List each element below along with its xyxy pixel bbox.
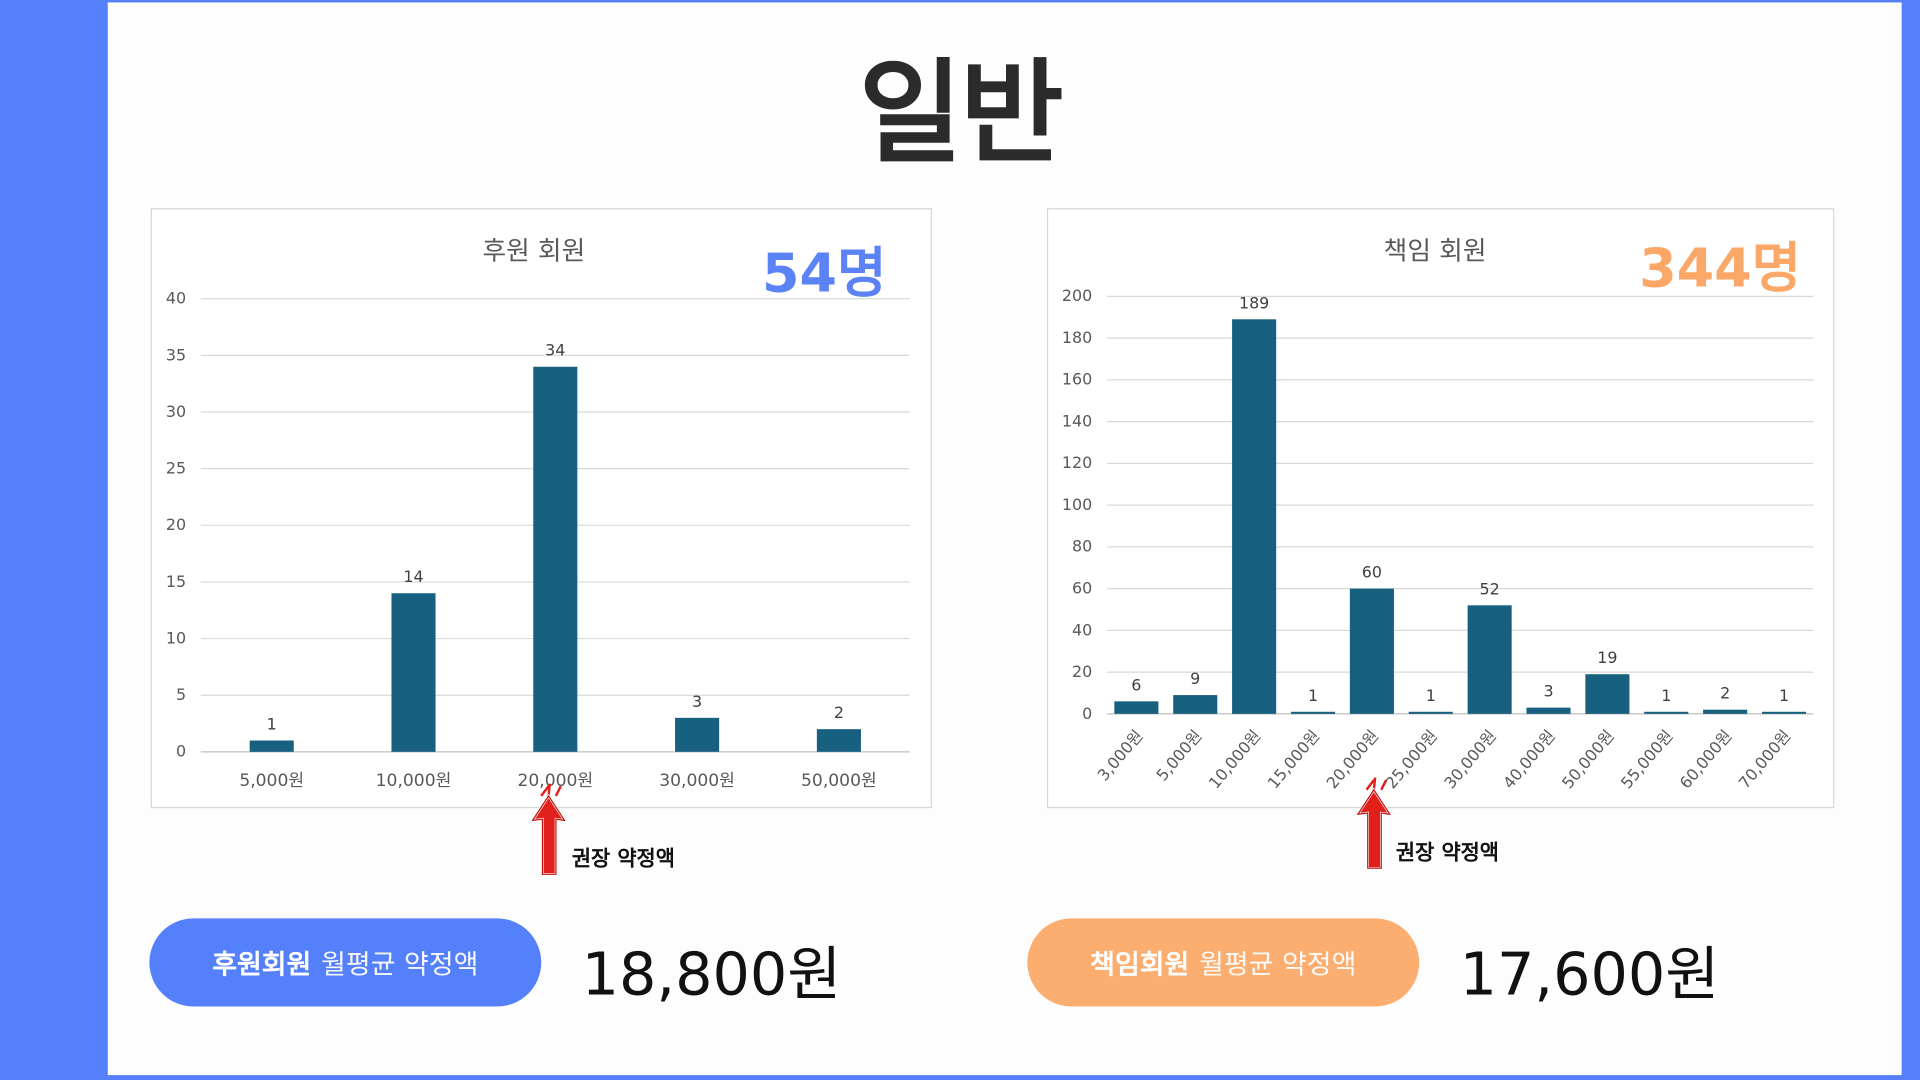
- data-label: 1: [1426, 686, 1436, 705]
- x-tick-label: 30,000원: [659, 771, 735, 791]
- x-tick-label: 20,000원: [517, 771, 593, 791]
- x-tick-label: 10,000원: [1205, 726, 1265, 792]
- data-label: 19: [1597, 648, 1617, 667]
- x-tick-label: 5,000원: [1152, 726, 1205, 784]
- y-tick-label: 25: [166, 459, 186, 478]
- y-tick-label: 140: [1062, 411, 1092, 430]
- pill-strong: 책임회원: [1090, 950, 1190, 981]
- bar: [1232, 319, 1277, 714]
- bar: [1349, 588, 1394, 714]
- support-chart-svg: 0 5 10 15 20 25 30 35 40 1 5,000원 14 10,000원 34 20,000…: [166, 289, 910, 791]
- y-tick-label: 160: [1062, 370, 1092, 389]
- data-label: 52: [1480, 579, 1500, 598]
- y-tick-label: 5: [176, 685, 186, 704]
- data-label: 3: [1543, 682, 1553, 701]
- x-tick-label: 5,000원: [239, 771, 304, 791]
- y-tick-label: 100: [1062, 495, 1092, 514]
- y-tick-label: 180: [1062, 328, 1092, 347]
- data-label: 1: [1308, 686, 1318, 705]
- bar: [1408, 711, 1453, 714]
- x-tick-label: 15,000원: [1264, 726, 1324, 792]
- data-label: 6: [1131, 675, 1141, 694]
- pill-label: 월평균 약정액: [1199, 950, 1357, 981]
- y-tick-label: 15: [166, 572, 186, 591]
- y-tick-label: 80: [1072, 537, 1092, 556]
- y-tick-label: 20: [166, 515, 186, 534]
- x-tick-label: 3,000원: [1094, 726, 1147, 784]
- bar: [1290, 711, 1336, 714]
- bar: [1761, 711, 1807, 714]
- bar: [1173, 695, 1218, 714]
- data-label: 60: [1362, 563, 1382, 582]
- bar: [1467, 605, 1512, 714]
- bar: [1585, 674, 1630, 714]
- bar: [1703, 709, 1748, 714]
- bar: [1526, 707, 1571, 714]
- x-tick-label: 40,000원: [1499, 726, 1559, 792]
- support-member-chart: 0 5 10 15 20 25 30 35 40 1 5,000원 14 10,000원 34 20,000…: [150, 208, 932, 809]
- support-average-pill: 후원회원 월평균 약정액: [149, 918, 542, 1007]
- y-tick-label: 40: [1072, 620, 1092, 639]
- pill-label: 월평균 약정액: [321, 950, 479, 981]
- responsible-chart-svg: 02040608010012014016018020063,000원95,000…: [1062, 286, 1814, 792]
- responsible-average-amount: 17,600원: [1459, 940, 1720, 1009]
- x-tick-label: 10,000원: [376, 771, 452, 791]
- bar: [675, 717, 720, 752]
- page-title: 일반: [858, 47, 1064, 179]
- data-label: 1: [267, 714, 277, 733]
- y-tick-label: 20: [1072, 662, 1092, 681]
- member-count: 344명: [1639, 237, 1802, 301]
- bar: [1644, 711, 1689, 714]
- y-tick-label: 40: [166, 289, 186, 308]
- data-label: 189: [1239, 293, 1269, 312]
- recommended-arrow-icon: [1355, 777, 1393, 870]
- support-average-amount: 18,800원: [581, 940, 842, 1009]
- x-tick-label: 50,000원: [1558, 726, 1618, 792]
- x-tick-label: 50,000원: [801, 771, 877, 791]
- y-tick-label: 60: [1072, 579, 1092, 598]
- bar: [1114, 701, 1159, 714]
- responsible-average-pill: 책임회원 월평균 약정액: [1027, 918, 1420, 1007]
- bar: [533, 366, 578, 752]
- data-label: 34: [545, 341, 565, 360]
- chart-title: 책임 회원: [1383, 236, 1487, 266]
- data-label: 14: [403, 567, 423, 586]
- pill-strong: 후원회원: [212, 950, 312, 981]
- recommended-label: 권장 약정액: [571, 847, 675, 872]
- x-tick-label: 60,000원: [1676, 726, 1736, 792]
- y-tick-label: 10: [166, 628, 186, 647]
- y-tick-label: 0: [176, 742, 186, 761]
- x-tick-label: 55,000원: [1617, 726, 1677, 792]
- data-label: 1: [1661, 686, 1671, 705]
- y-tick-label: 35: [166, 345, 186, 364]
- data-label: 9: [1190, 669, 1200, 688]
- chart-title: 후원 회원: [482, 236, 586, 266]
- data-label: 2: [834, 703, 844, 722]
- data-label: 1: [1779, 686, 1789, 705]
- x-tick-label: 70,000원: [1735, 726, 1795, 792]
- y-tick-label: 200: [1062, 286, 1092, 305]
- bar: [249, 740, 294, 752]
- data-label: 2: [1720, 684, 1730, 703]
- responsible-member-chart: 0 20 40 60 80 100 120 140 160 180 200 6 3,000원 9 5,000…: [1046, 208, 1835, 809]
- y-tick-label: 30: [166, 402, 186, 421]
- recommended-arrow-icon: [530, 783, 567, 876]
- bar: [391, 593, 436, 752]
- member-count: 54명: [761, 242, 887, 305]
- x-tick-label: 30,000원: [1440, 726, 1500, 792]
- y-tick-label: 120: [1062, 453, 1092, 472]
- y-tick-label: 0: [1082, 704, 1092, 723]
- data-label: 3: [692, 692, 702, 711]
- bar: [816, 729, 861, 752]
- recommended-label: 권장 약정액: [1395, 841, 1499, 866]
